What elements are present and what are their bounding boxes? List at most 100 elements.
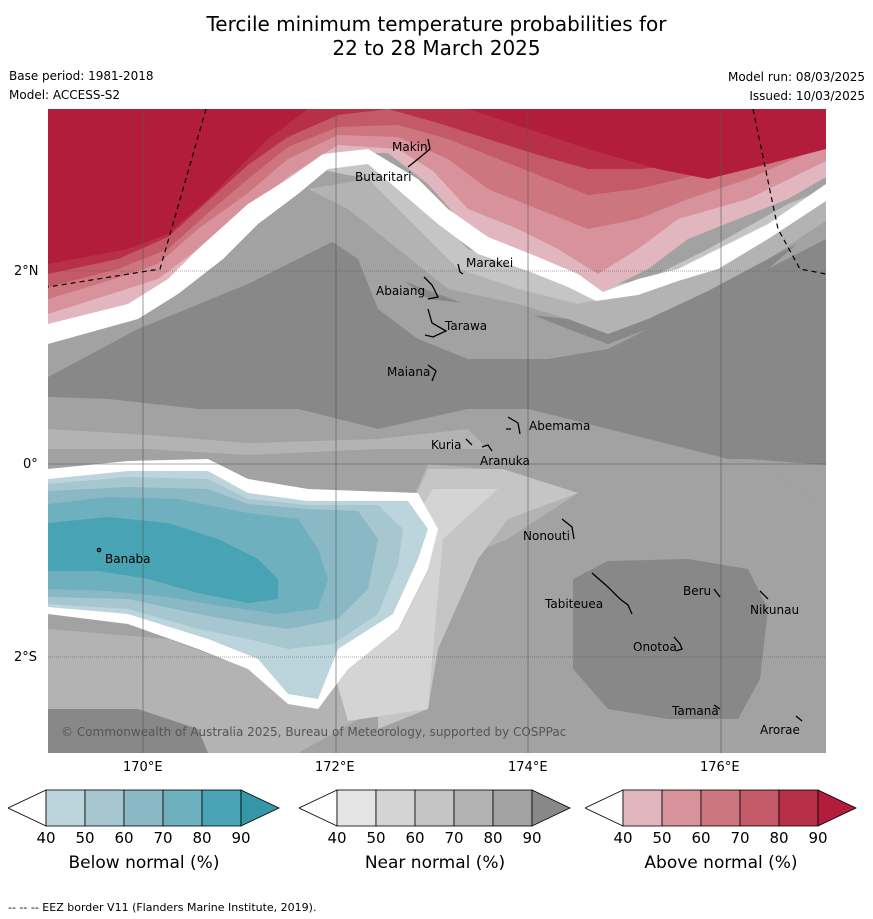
near-normal-80-north bbox=[298, 219, 826, 359]
place-butaritari: Butaritari bbox=[355, 170, 412, 184]
tick-label: 50 bbox=[366, 829, 386, 847]
colorbar-swatch bbox=[778, 789, 819, 827]
place-nonouti: Nonouti bbox=[523, 529, 570, 543]
eez-borders bbox=[48, 109, 826, 288]
colorbar-swatch bbox=[123, 789, 164, 827]
place-makin: Makin bbox=[392, 140, 428, 154]
tick-label: 70 bbox=[153, 829, 173, 847]
colorbar-swatch bbox=[162, 789, 203, 827]
map-panel: Makin Butaritari Marakei Abaiang Tarawa … bbox=[48, 109, 826, 753]
tick-label: 90 bbox=[231, 829, 251, 847]
place-maiana: Maiana bbox=[387, 365, 431, 379]
lon-label-176: 176°E bbox=[700, 760, 740, 775]
tick-label: 80 bbox=[483, 829, 503, 847]
place-abemama: Abemama bbox=[529, 419, 591, 433]
near-normal-70-north bbox=[308, 179, 826, 334]
place-beru: Beru bbox=[683, 584, 712, 598]
island-banaba bbox=[96, 547, 102, 553]
colorbar-above-svg bbox=[584, 789, 857, 827]
island-arorae bbox=[795, 715, 803, 722]
colorbar-above-normal bbox=[584, 789, 857, 827]
colorbar-near-max-cap bbox=[531, 789, 571, 827]
island-kuria-aranuka bbox=[465, 438, 493, 452]
tick-label: 90 bbox=[522, 829, 542, 847]
tick-label: 80 bbox=[769, 829, 789, 847]
colorbar-swatch bbox=[453, 789, 494, 827]
base-period: Base period: 1981-2018 bbox=[9, 69, 154, 83]
colorbar-below-title: Below normal (%) bbox=[68, 853, 220, 873]
lat-label-2s: 2°S bbox=[14, 650, 38, 665]
colorbar-near-min-cap bbox=[298, 789, 338, 827]
colorbar-swatch bbox=[336, 789, 377, 827]
place-arorae: Arorae bbox=[760, 723, 800, 737]
island-nikunau bbox=[759, 590, 769, 600]
place-tarawa: Tarawa bbox=[445, 319, 488, 333]
place-banaba: Banaba bbox=[105, 552, 151, 566]
tick-label: 60 bbox=[114, 829, 134, 847]
tick-label: 70 bbox=[444, 829, 464, 847]
colorbar-near-normal bbox=[298, 789, 571, 827]
colorbar-swatch bbox=[84, 789, 125, 827]
near-normal-90-sw bbox=[48, 709, 208, 753]
lat-label-0: 0° bbox=[23, 457, 38, 472]
colorbar-swatch bbox=[375, 789, 416, 827]
lon-label-172: 172°E bbox=[315, 760, 355, 775]
island-tarawa bbox=[424, 308, 448, 338]
colorbar-above-ticks: 40 50 60 70 80 90 bbox=[585, 829, 857, 849]
colorbar-swatch bbox=[661, 789, 702, 827]
tick-label: 50 bbox=[652, 829, 672, 847]
near-normal-80-mid bbox=[48, 397, 826, 509]
title-line-2: 22 to 28 March 2025 bbox=[332, 36, 541, 60]
below-normal-80 bbox=[48, 517, 278, 603]
tick-label: 70 bbox=[730, 829, 750, 847]
colorbar-above-min-cap bbox=[584, 789, 624, 827]
near-normal-60-north bbox=[318, 164, 826, 304]
colorbar-near-title: Near normal (%) bbox=[364, 853, 506, 873]
title-line-1: Tercile minimum temperature probabilitie… bbox=[206, 12, 667, 36]
above-normal-90 bbox=[48, 109, 826, 264]
colorbar-below-max-cap bbox=[240, 789, 280, 827]
near-normal-70-mid bbox=[48, 429, 488, 455]
island-maiana bbox=[427, 364, 437, 382]
colorbar-near-ticks: 40 50 60 70 80 90 bbox=[299, 829, 571, 849]
model-name: Model: ACCESS-S2 bbox=[9, 88, 121, 102]
island-onotoa bbox=[673, 636, 683, 652]
island-tamana bbox=[713, 704, 721, 710]
near-normal-70-sw bbox=[48, 629, 298, 753]
copyright-notice: © Commonwealth of Australia 2025, Bureau… bbox=[61, 725, 567, 739]
colorbar-below-normal bbox=[7, 789, 280, 827]
lat-label-2n: 2°N bbox=[14, 264, 39, 279]
colorbar-swatch bbox=[201, 789, 242, 827]
tick-label: 60 bbox=[691, 829, 711, 847]
island-makin bbox=[407, 138, 431, 168]
eez-border-note: -- -- -- EEZ border V11 (Flanders Marine… bbox=[8, 901, 317, 914]
place-tabiteuea: Tabiteuea bbox=[545, 597, 604, 611]
colorbar-below-svg bbox=[7, 789, 280, 827]
colorbar-swatch bbox=[739, 789, 780, 827]
map-title: Tercile minimum temperature probabilitie… bbox=[0, 12, 873, 60]
colorbar-below-min-cap bbox=[7, 789, 47, 827]
tick-label: 40 bbox=[613, 829, 633, 847]
grid-lines bbox=[48, 109, 826, 753]
place-tamana: Tamana bbox=[672, 704, 719, 718]
island-beru bbox=[713, 588, 721, 598]
map-canvas bbox=[48, 109, 826, 753]
colorbar-swatch bbox=[492, 789, 533, 827]
lon-label-174: 174°E bbox=[508, 760, 548, 775]
tick-label: 60 bbox=[405, 829, 425, 847]
lon-label-170: 170°E bbox=[123, 760, 163, 775]
near-normal-90-se bbox=[573, 559, 768, 719]
colorbar-below-ticks: 40 50 60 70 80 90 bbox=[8, 829, 280, 849]
colorbar-above-title: Above normal (%) bbox=[644, 853, 798, 873]
colorbar-above-max-cap bbox=[817, 789, 857, 827]
tick-label: 40 bbox=[36, 829, 56, 847]
colorbar-swatch bbox=[622, 789, 663, 827]
island-nonouti bbox=[561, 518, 575, 540]
north-boundary-gap bbox=[48, 149, 826, 344]
place-aranuka: Aranuka bbox=[480, 454, 530, 468]
place-marakei: Marakei bbox=[466, 256, 514, 270]
tick-label: 90 bbox=[808, 829, 828, 847]
colorbar-swatch bbox=[700, 789, 741, 827]
island-abaiang bbox=[423, 276, 439, 300]
model-run: Model run: 08/03/2025 bbox=[727, 70, 865, 84]
